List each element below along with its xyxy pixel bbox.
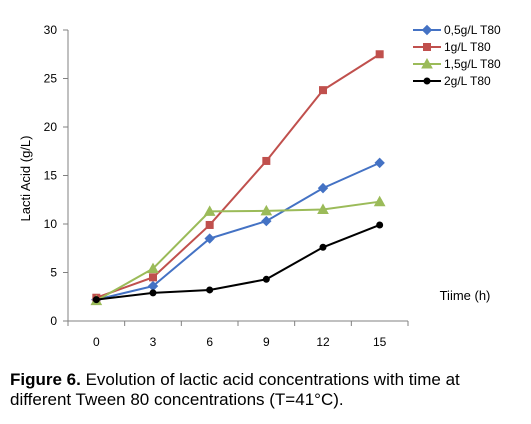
x-tick-label: 6 — [206, 335, 213, 349]
data-point — [376, 221, 384, 229]
legend-entry-1: 0,5g/L T80 — [413, 23, 501, 37]
x-tick-label: 9 — [263, 335, 270, 349]
data-point — [92, 296, 100, 304]
series-line — [95, 53, 381, 299]
data-point — [149, 289, 157, 297]
legend-marker — [423, 43, 431, 51]
data-point — [147, 262, 159, 274]
data-point — [260, 204, 273, 216]
caption-text: Evolution of lactic acid concentrations … — [10, 370, 460, 409]
y-tick-label: 5 — [50, 266, 57, 280]
data-point — [262, 156, 271, 165]
data-point — [374, 157, 385, 169]
legend-marker — [421, 57, 433, 69]
legend-label: 0,5g/L T80 — [444, 23, 501, 37]
data-point — [205, 220, 214, 229]
data-point — [262, 275, 270, 283]
data-point — [206, 286, 214, 294]
x-tick-label: 0 — [93, 335, 100, 349]
data-point — [261, 215, 272, 227]
y-tick-label: 20 — [44, 120, 58, 134]
y-tick-label: 0 — [50, 314, 57, 328]
legend-entry-3: 1,5g/L T80 — [413, 57, 501, 71]
y-tick-label: 30 — [44, 23, 58, 37]
series-line — [96, 224, 381, 301]
data-point — [373, 195, 386, 207]
data-point — [203, 205, 216, 216]
legend-entry-4: 2g/L T80 — [413, 74, 491, 88]
x-tick-label: 15 — [373, 335, 387, 349]
series-layer — [90, 50, 386, 306]
series-3 — [90, 195, 386, 306]
data-point — [319, 243, 327, 251]
series-line — [96, 161, 381, 301]
legend-entry-2: 1g/L T80 — [413, 40, 491, 54]
line-chart: 0 5 10 15 20 25 30 0 3 6 9 12 15 Lacti Acid (g/L) Tiim… — [18, 23, 501, 349]
data-point — [204, 233, 215, 244]
series-line — [95, 200, 380, 302]
x-axis-title: Tiime (h) — [440, 288, 491, 303]
legend-label: 1g/L T80 — [444, 40, 491, 54]
y-axis-title: Lacti Acid (g/L) — [18, 136, 33, 222]
legend-label: 1,5g/L T80 — [444, 57, 501, 71]
series-4 — [92, 221, 384, 304]
data-point — [317, 203, 329, 214]
x-tick-label: 12 — [316, 335, 330, 349]
series-2 — [92, 50, 384, 302]
figure-caption: Figure 6. Evolution of lactic acid conce… — [10, 370, 525, 410]
data-point — [375, 50, 384, 59]
series-1 — [91, 157, 385, 305]
data-point — [317, 182, 329, 194]
x-tick-label: 3 — [150, 335, 157, 349]
data-point — [149, 273, 157, 282]
data-point — [319, 86, 327, 95]
caption-lead: Figure 6. — [10, 370, 81, 389]
legend-marker — [421, 24, 433, 36]
axes: 0 5 10 15 20 25 30 0 3 6 9 12 15 Lacti Acid (g/L) Tiim… — [18, 23, 490, 349]
y-tick-label: 15 — [44, 169, 58, 183]
y-tick-label: 25 — [44, 72, 58, 86]
legend: 0,5g/L T80 1g/L T80 1,5g/L T80 2g/L T80 — [413, 23, 501, 88]
legend-marker — [423, 77, 431, 85]
y-tick-label: 10 — [44, 217, 58, 231]
legend-label: 2g/L T80 — [444, 74, 491, 88]
